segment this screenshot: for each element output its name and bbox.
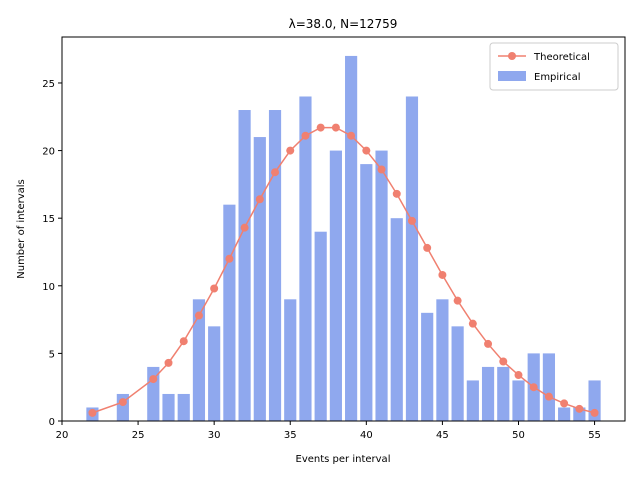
x-axis-title: Events per interval — [296, 454, 391, 465]
theoretical-point — [590, 408, 599, 417]
x-axis: 20 25 30 35 40 45 50 55 — [56, 421, 601, 441]
y-tick-label: 10 — [42, 282, 55, 293]
empirical-bar — [253, 137, 266, 421]
empirical-bar — [405, 96, 419, 422]
x-tick-label: 40 — [360, 430, 373, 441]
empirical-bar — [451, 326, 464, 421]
empirical-bar — [466, 380, 479, 421]
theoretical-point — [575, 404, 584, 413]
plot-area — [61, 36, 626, 422]
theoretical-point — [514, 371, 523, 380]
theoretical-point — [468, 319, 477, 328]
empirical-bar — [360, 164, 373, 422]
theoretical-point — [316, 123, 325, 132]
x-tick-label: 55 — [588, 430, 601, 441]
legend-bar-swatch — [498, 71, 526, 81]
theoretical-point — [529, 383, 538, 392]
theoretical-point — [194, 311, 203, 320]
x-tick-label: 20 — [56, 430, 69, 441]
empirical-bar — [223, 204, 236, 421]
empirical-bar — [314, 231, 327, 421]
y-tick-label: 20 — [42, 147, 55, 158]
theoretical-point — [453, 296, 462, 305]
legend-label-empirical: Empirical — [534, 72, 580, 83]
theoretical-point — [225, 254, 234, 263]
x-tick-label: 35 — [284, 430, 297, 441]
y-tick-label: 5 — [49, 349, 55, 360]
y-tick-label: 0 — [49, 417, 55, 428]
x-tick-label: 30 — [208, 430, 221, 441]
theoretical-point — [301, 131, 310, 140]
theoretical-point — [210, 284, 219, 293]
theoretical-point — [255, 195, 264, 204]
empirical-bar — [512, 380, 525, 421]
empirical-bar — [375, 150, 388, 422]
empirical-bar — [192, 299, 206, 421]
theoretical-point — [331, 123, 340, 132]
empirical-bar — [436, 299, 449, 421]
legend-label-theoretical: Theoretical — [533, 52, 590, 63]
legend: Theoretical Empirical — [489, 42, 619, 91]
y-axis: 0 5 10 15 20 25 — [42, 79, 62, 428]
theoretical-point — [560, 399, 569, 408]
x-tick-label: 50 — [512, 430, 525, 441]
theoretical-point — [286, 146, 295, 155]
theoretical-point — [484, 339, 493, 348]
empirical-bar — [390, 218, 403, 421]
x-tick-label: 45 — [436, 430, 449, 441]
empirical-bar — [497, 366, 510, 421]
empirical-bar — [481, 366, 495, 421]
theoretical-point — [347, 131, 356, 140]
theoretical-point — [438, 270, 447, 279]
y-axis-title: Number of intervals — [16, 179, 27, 279]
theoretical-point — [271, 168, 280, 177]
theoretical-point — [118, 398, 127, 407]
theoretical-point — [88, 408, 97, 417]
empirical-bar — [558, 407, 571, 421]
legend-marker-swatch — [508, 52, 516, 60]
y-tick-label: 25 — [42, 79, 55, 90]
chart-title: λ=38.0, N=12759 — [289, 17, 398, 31]
theoretical-point — [377, 165, 386, 174]
plot-frame — [61, 36, 626, 422]
empirical-bar — [329, 150, 342, 422]
theoretical-point — [423, 243, 432, 252]
empirical-bar — [345, 55, 358, 422]
x-tick-label: 25 — [132, 430, 145, 441]
empirical-bar — [542, 353, 556, 421]
empirical-bar — [421, 312, 434, 421]
theoretical-point — [164, 358, 173, 367]
empirical-bar — [238, 110, 251, 421]
theoretical-point — [149, 375, 158, 384]
theoretical-point — [499, 357, 508, 366]
theoretical-point — [407, 216, 416, 225]
empirical-bar — [284, 299, 297, 421]
theoretical-point — [392, 189, 401, 198]
empirical-bar — [268, 110, 282, 421]
theoretical-point — [240, 223, 249, 232]
y-tick-label: 15 — [42, 214, 55, 225]
empirical-bar — [299, 96, 312, 422]
theoretical-point — [544, 392, 553, 401]
theoretical-point — [362, 146, 371, 155]
theoretical-point — [179, 337, 188, 346]
empirical-bar — [177, 393, 190, 421]
empirical-bar — [208, 326, 221, 421]
empirical-bar — [162, 393, 175, 421]
